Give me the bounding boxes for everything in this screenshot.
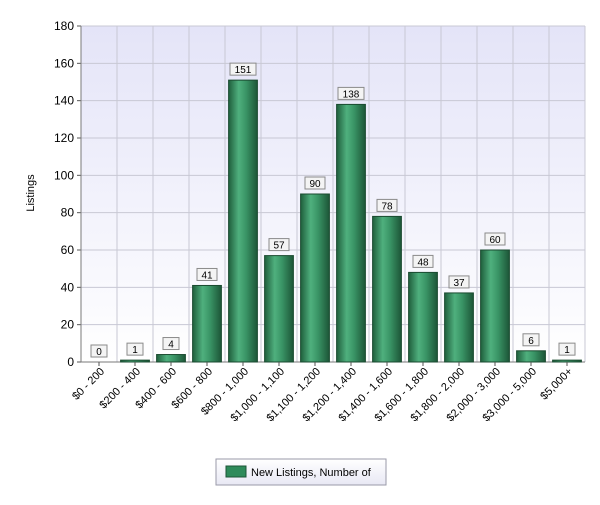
- y-axis-title: Listings: [25, 174, 37, 212]
- data-label-box: [412, 254, 434, 268]
- bar: [480, 249, 510, 363]
- y-tick-label: 0: [67, 355, 74, 369]
- data-label: 60: [489, 235, 501, 246]
- legend: New Listings, Number of: [215, 458, 387, 486]
- data-label: 151: [235, 65, 252, 76]
- data-label: 4: [168, 340, 174, 351]
- y-tick-label: 160: [54, 56, 74, 70]
- data-label-box: [126, 342, 144, 356]
- bar: [228, 79, 258, 363]
- bar: [156, 354, 186, 363]
- data-label: 48: [417, 257, 429, 268]
- data-label-box: [448, 275, 470, 289]
- y-tick-label: 60: [61, 243, 75, 257]
- y-tick-label: 180: [54, 19, 74, 33]
- data-label-box: [90, 344, 108, 358]
- data-label-box: [558, 342, 576, 356]
- bar: [408, 271, 438, 363]
- data-label: 57: [273, 241, 285, 252]
- data-label-box: [229, 62, 257, 76]
- bar: [336, 103, 366, 363]
- x-tick-label: $0 - 200: [70, 366, 107, 403]
- data-label-box: [376, 198, 398, 212]
- bar: [552, 359, 582, 363]
- bar: [264, 255, 294, 363]
- y-tick-label: 20: [61, 318, 75, 332]
- y-tick-label: 140: [54, 94, 74, 108]
- data-label-box: [196, 267, 218, 281]
- bar: [516, 350, 546, 363]
- y-tick-label: 120: [54, 131, 74, 145]
- data-label-box: [484, 232, 506, 246]
- data-label-box: [304, 176, 326, 190]
- data-label: 6: [528, 336, 534, 347]
- y-tick-label: 100: [54, 168, 74, 182]
- y-tick-label: 80: [61, 206, 75, 220]
- data-label: 78: [381, 201, 393, 212]
- bar: [300, 193, 330, 363]
- data-label-box: [522, 333, 540, 347]
- data-label: 1: [564, 345, 570, 356]
- data-label: 138: [343, 89, 360, 100]
- bar: [372, 215, 402, 363]
- legend-label: New Listings, Number of: [251, 467, 372, 479]
- data-label: 0: [96, 347, 102, 358]
- data-label: 41: [201, 270, 213, 281]
- data-label: 37: [453, 278, 465, 289]
- bar: [444, 292, 474, 363]
- data-label-box: [268, 238, 290, 252]
- bar: [120, 359, 150, 363]
- legend-swatch: [225, 465, 247, 478]
- data-label-box: [162, 337, 180, 351]
- data-label-box: [337, 86, 365, 100]
- x-tick-label: $5,000+: [538, 366, 575, 403]
- data-label: 90: [309, 179, 321, 190]
- bar: [192, 284, 222, 363]
- data-label: 1: [132, 345, 138, 356]
- y-tick-label: 40: [61, 280, 75, 294]
